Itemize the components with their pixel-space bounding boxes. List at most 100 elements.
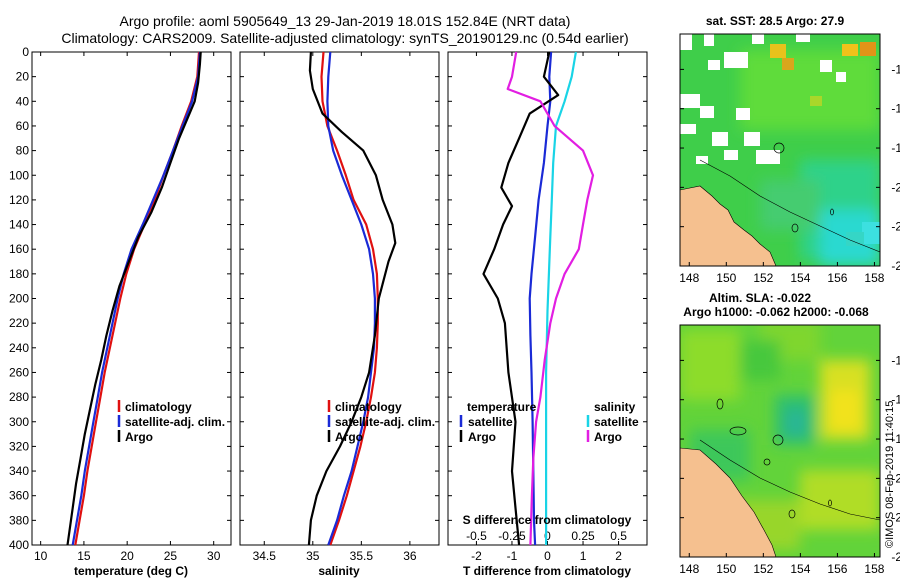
series-line-argo [307, 51, 397, 546]
difference-depth-ticks [448, 51, 647, 546]
series-line-satellite-adj-clim- [326, 51, 376, 546]
lon-tick-label: 150 [716, 562, 736, 576]
sst-lon-axis: 148 150 152 154 156 158 [679, 262, 885, 285]
lon-tick-label: 152 [753, 562, 773, 576]
lon-tick-label: 158 [864, 562, 884, 576]
figure-title-line2: Climatology: CARS2009. Satellite-adjuste… [61, 30, 628, 46]
y-tick-label: 280 [9, 390, 29, 404]
sst-map-panel: sat. SST: 28.5 Argo: 27.9 [679, 14, 900, 285]
difference-legend-salinity: salinity satellite Argo [586, 400, 639, 444]
lat-tick-label: -20 [891, 471, 900, 485]
lat-tick-label: -22 [891, 511, 900, 525]
x-tick-label: 1 [580, 549, 587, 563]
difference-panel: -2 -1 0 1 2 -0.5 -0.25 0 0.25 0.5 S difference f… [447, 51, 648, 578]
salinity-depth-ticks [240, 51, 439, 546]
lat-tick-label: -18 [891, 141, 900, 155]
s-tick-label: 0 [544, 529, 551, 543]
sla-lon-axis: 148 150 152 154 156 158 [679, 553, 885, 576]
y-tick-label: 340 [9, 464, 29, 478]
legend-title-temperature: temperature [467, 400, 537, 414]
y-tick-label: 100 [9, 168, 29, 182]
y-tick-label: 300 [9, 415, 29, 429]
y-tick-label: 240 [9, 341, 29, 355]
legend-label-climatology: climatology [335, 400, 402, 414]
x-tick-label: 10 [34, 549, 48, 563]
sla-map-title: Altim. SLA: -0.022 [709, 291, 811, 305]
s-tick-label: -0.25 [498, 529, 526, 543]
legend-title-salinity: salinity [594, 400, 636, 414]
lat-tick-label: -16 [891, 393, 900, 407]
difference-series [482, 51, 595, 546]
y-tick-label: 380 [9, 513, 29, 527]
difference-s-axis: -0.5 -0.25 0 0.25 0.5 [466, 529, 627, 543]
x-tick-label: 20 [120, 549, 134, 563]
imos-timestamp-watermark: ©IMOS 08-Feb-2019 11:40:15 [884, 401, 896, 548]
legend-label-s-satellite: satellite [594, 415, 639, 429]
lon-tick-label: 148 [679, 562, 699, 576]
difference-t-axis: -2 -1 0 1 2 [471, 52, 622, 563]
y-tick-label: 60 [16, 119, 30, 133]
y-tick-label: 0 [22, 45, 29, 59]
lon-tick-label: 156 [827, 562, 847, 576]
sst-map-title: sat. SST: 28.5 Argo: 27.9 [706, 14, 845, 28]
y-tick-label: 160 [9, 242, 29, 256]
x-tick-label: 35.5 [350, 549, 374, 563]
x-tick-label: 25 [164, 549, 178, 563]
series-line-argo [66, 51, 202, 546]
s-tick-label: -0.5 [466, 529, 487, 543]
temperature-legend: climatology satellite-adj. clim. Argo [117, 400, 225, 444]
sla-map-subtitle: Argo h1000: -0.062 h2000: -0.068 [683, 305, 869, 319]
x-tick-label: 35 [306, 549, 320, 563]
x-tick-label: 34.5 [253, 549, 277, 563]
y-tick-label: 200 [9, 292, 29, 306]
y-tick-label: 320 [9, 439, 29, 453]
lat-tick-label: -20 [891, 180, 900, 194]
salinity-axes-box [239, 51, 440, 546]
y-tick-label: 40 [16, 94, 30, 108]
legend-label-argo: Argo [125, 430, 153, 444]
lon-tick-label: 156 [827, 271, 847, 285]
series-line-s-satellite [544, 51, 577, 545]
lon-tick-label: 150 [716, 271, 736, 285]
legend-label-satellite: satellite-adj. clim. [335, 415, 435, 429]
s-difference-xlabel: S difference from climatology [463, 513, 632, 527]
series-line-s-argo [506, 51, 595, 546]
y-tick-label: 360 [9, 489, 29, 503]
salinity-xlabel: salinity [318, 564, 360, 578]
legend-label-satellite: satellite-adj. clim. [125, 415, 225, 429]
lat-tick-label: -18 [891, 432, 900, 446]
temperature-axes-box [31, 51, 232, 546]
y-tick-label: 220 [9, 316, 29, 330]
temperature-x-axis: 10 15 20 25 30 [34, 52, 221, 563]
s-tick-label: 0.5 [610, 529, 627, 543]
figure-title-line1: Argo profile: aoml 5905649_13 29-Jan-201… [120, 13, 571, 29]
salinity-x-axis: 34.5 35 35.5 36 [253, 52, 417, 563]
temperature-xlabel: temperature (deg C) [74, 564, 188, 578]
depth-axis: 0 20 40 60 80 100 120 140 160 180 200 220 240 260 280 3… [9, 45, 231, 552]
sla-lat-axis: -14 -16 -18 -20 -22 -24 [680, 353, 900, 564]
series-line-t-argo [482, 51, 560, 546]
lat-tick-label: -24 [891, 550, 900, 564]
lon-tick-label: 152 [753, 271, 773, 285]
y-tick-label: 260 [9, 365, 29, 379]
x-tick-label: 0 [544, 549, 551, 563]
legend-label-t-argo: Argo [468, 430, 496, 444]
y-tick-label: 80 [16, 144, 30, 158]
lon-tick-label: 158 [864, 271, 884, 285]
lat-tick-label: -14 [891, 353, 900, 367]
y-tick-label: 180 [9, 267, 29, 281]
x-tick-label: 2 [615, 549, 622, 563]
series-line-satellite-adj-clim- [71, 51, 201, 546]
salinity-panel: 34.5 35 35.5 36 salinity climatology satell… [239, 51, 440, 578]
sst-map-frame [679, 33, 881, 267]
salinity-legend: climatology satellite-adj. clim. Argo [327, 400, 435, 444]
y-tick-label: 20 [16, 70, 30, 84]
lon-tick-label: 154 [790, 562, 810, 576]
sla-map-panel: Altim. SLA: -0.022 Argo h1000: -0.062 h2… [679, 291, 900, 576]
t-difference-xlabel: T difference from climatology [463, 564, 631, 578]
lat-tick-label: -24 [891, 259, 900, 273]
lat-tick-label: -22 [891, 220, 900, 234]
lon-tick-label: 154 [790, 271, 810, 285]
x-tick-label: -1 [507, 549, 518, 563]
